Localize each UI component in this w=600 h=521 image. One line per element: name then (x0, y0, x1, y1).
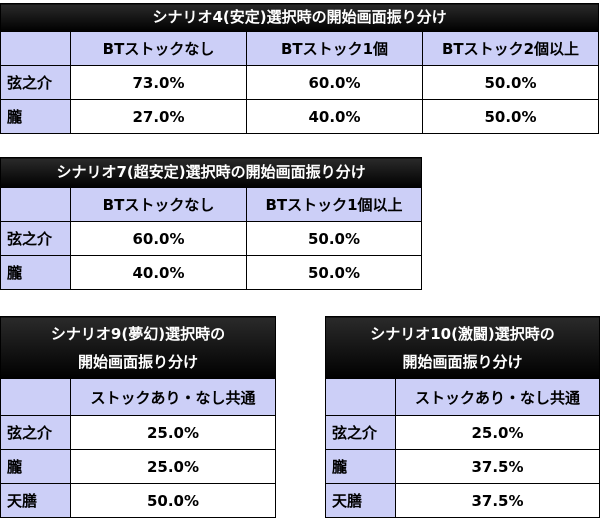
row-label: 弦之介 (0, 65, 71, 100)
table-cell: 37.5% (395, 483, 600, 518)
column-header: BTストック1個以上 (245, 187, 423, 222)
scenario10-title: シナリオ10(激闘)選択時の 開始画面振り分け (325, 316, 600, 379)
row-label: 朧 (0, 99, 71, 134)
table-cell: 37.5% (395, 449, 600, 484)
row-label: 朧 (0, 449, 71, 484)
table-row: 弦之介 25.0% (0, 415, 276, 450)
scenario7-table: シナリオ7(超安定)選択時の開始画面振り分け BTストックなし BTストック1個… (0, 157, 423, 290)
table-cell: 50.0% (421, 65, 600, 100)
table-cell: 60.0% (246, 65, 423, 100)
column-header: ストックあり・なし共通 (395, 378, 600, 416)
row-label: 天膳 (0, 483, 71, 518)
header-corner (0, 378, 71, 416)
scenario4-table: シナリオ4(安定)選択時の開始画面振り分け BTストックなし BTストック1個 … (0, 3, 600, 134)
column-header: BTストックなし (70, 31, 247, 66)
table-row: 天膳 50.0% (0, 483, 276, 518)
column-header: BTストックなし (70, 187, 247, 222)
row-label: 弦之介 (0, 221, 71, 256)
table-cell: 25.0% (70, 449, 276, 484)
table-cell: 50.0% (421, 99, 600, 134)
scenario9-table: シナリオ9(夢幻)選択時の 開始画面振り分け ストックあり・なし共通 弦之介 2… (0, 316, 276, 518)
scenario10-table: シナリオ10(激闘)選択時の 開始画面振り分け ストックあり・なし共通 弦之介 … (325, 316, 600, 518)
table-cell: 40.0% (246, 99, 423, 134)
title-line: 開始画面振り分け (402, 352, 523, 371)
title-line: シナリオ10(激闘)選択時の (370, 324, 555, 343)
scenario9-title: シナリオ9(夢幻)選択時の 開始画面振り分け (0, 316, 276, 379)
table-cell: 50.0% (245, 255, 423, 290)
column-header: ストックあり・なし共通 (70, 378, 276, 416)
table-cell: 60.0% (70, 221, 247, 256)
header-corner (0, 187, 71, 222)
scenario7-title: シナリオ7(超安定)選択時の開始画面振り分け (0, 157, 423, 188)
title-line: 開始画面振り分け (77, 352, 198, 371)
row-label: 朧 (0, 255, 71, 290)
table-cell: 27.0% (70, 99, 247, 134)
row-label: 弦之介 (0, 415, 71, 450)
title-line: シナリオ9(夢幻)選択時の (50, 324, 226, 343)
table-row: 弦之介 73.0% 60.0% 50.0% (0, 65, 600, 100)
table-row: 弦之介 25.0% (325, 415, 600, 450)
table-row: 天膳 37.5% (325, 483, 600, 518)
scenario4-title: シナリオ4(安定)選択時の開始画面振り分け (0, 3, 600, 32)
table-cell: 40.0% (70, 255, 247, 290)
table-cell: 25.0% (395, 415, 600, 450)
table-cell: 50.0% (70, 483, 276, 518)
column-header: BTストック1個 (246, 31, 423, 66)
table-row: 朧 40.0% 50.0% (0, 255, 423, 290)
column-header: BTストック2個以上 (421, 31, 600, 66)
header-corner (325, 378, 396, 416)
header-corner (0, 31, 71, 66)
table-cell: 50.0% (245, 221, 423, 256)
row-label: 天膳 (325, 483, 396, 518)
table-row: 朧 27.0% 40.0% 50.0% (0, 99, 600, 134)
table-cell: 73.0% (70, 65, 247, 100)
row-label: 弦之介 (325, 415, 396, 450)
table-row: 弦之介 60.0% 50.0% (0, 221, 423, 256)
row-label: 朧 (325, 449, 396, 484)
table-row: 朧 25.0% (0, 449, 276, 484)
table-row: 朧 37.5% (325, 449, 600, 484)
table-cell: 25.0% (70, 415, 276, 450)
